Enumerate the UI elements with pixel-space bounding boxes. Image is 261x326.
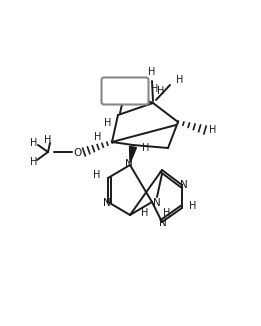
Text: H: H (104, 118, 112, 128)
Text: N: N (180, 180, 188, 190)
Text: H: H (163, 208, 171, 218)
Text: H: H (30, 138, 38, 148)
Text: H: H (176, 75, 184, 85)
Text: H: H (93, 170, 101, 180)
Text: N: N (125, 159, 133, 169)
Text: H: H (157, 86, 165, 96)
Text: O: O (74, 148, 82, 158)
Text: H: H (30, 157, 38, 167)
Text: H: H (44, 135, 52, 145)
Text: H: H (148, 67, 156, 77)
Text: H: H (141, 208, 149, 218)
Polygon shape (129, 146, 137, 163)
FancyBboxPatch shape (102, 78, 149, 105)
Text: Abs: Abs (115, 88, 135, 98)
Text: H: H (151, 84, 159, 94)
Text: H: H (209, 125, 217, 135)
Text: H: H (94, 132, 102, 142)
Text: H: H (142, 143, 150, 153)
Text: N: N (159, 218, 167, 228)
Text: N: N (103, 198, 111, 208)
Text: N: N (153, 198, 161, 208)
Text: H: H (189, 201, 197, 211)
